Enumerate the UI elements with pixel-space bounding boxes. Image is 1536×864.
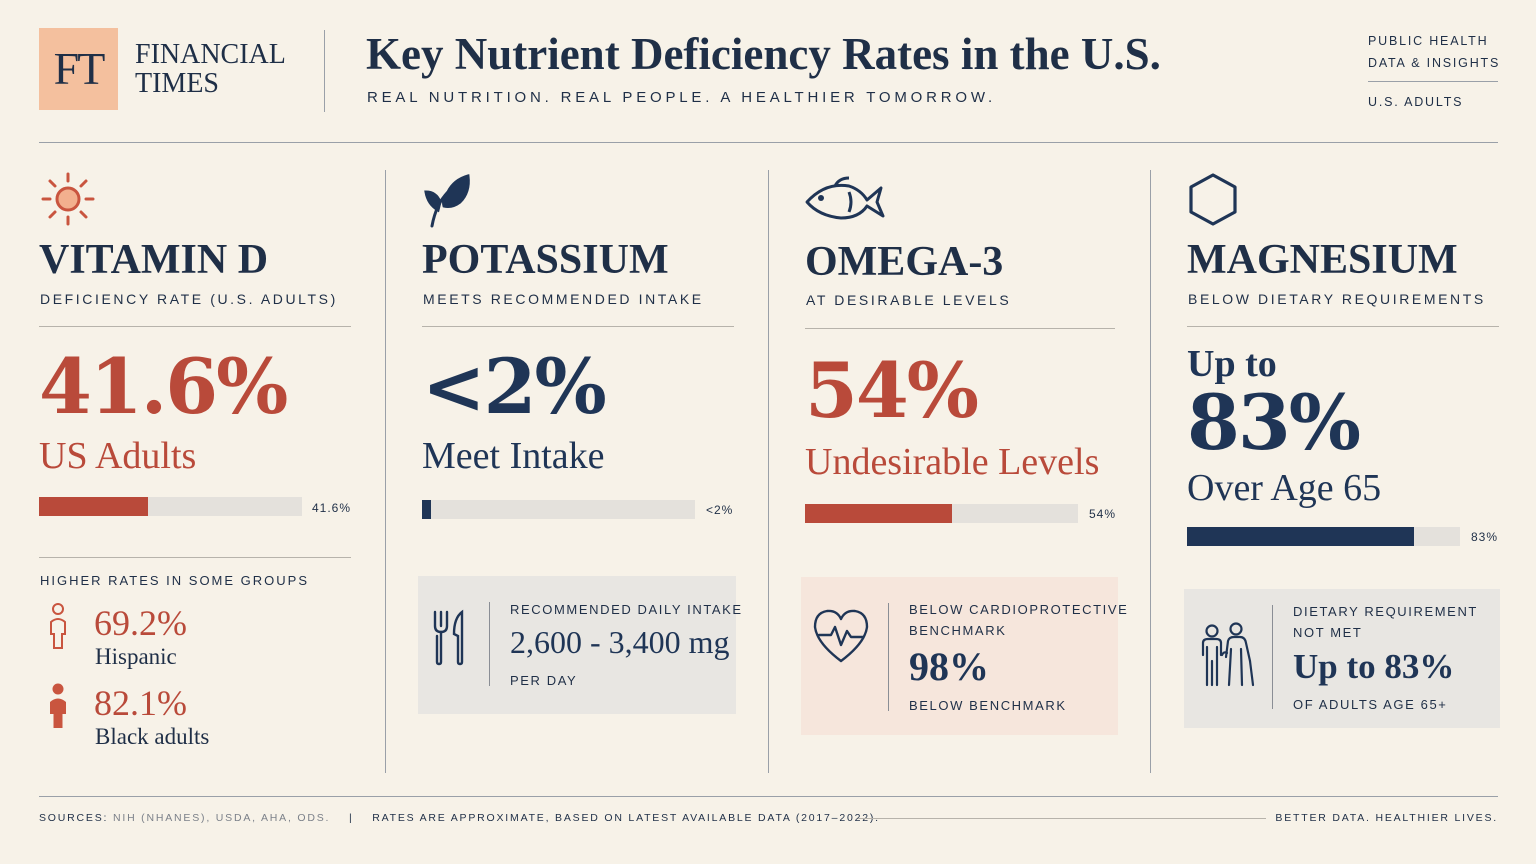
box-divider bbox=[1272, 605, 1273, 709]
box-divider bbox=[489, 602, 490, 686]
section-rule bbox=[39, 557, 351, 558]
fish-icon bbox=[805, 170, 885, 230]
column-divider bbox=[768, 170, 769, 773]
progress-bar bbox=[805, 504, 1078, 523]
brand-name: FINANCIAL TIMES bbox=[135, 40, 305, 98]
sources-label: SOURCES: bbox=[39, 812, 109, 824]
header-divider bbox=[324, 30, 325, 112]
box-line1: BELOW CARDIOPROTECTIVE bbox=[909, 602, 1129, 617]
footer-tagline: BETTER DATA. HEALTHIER LIVES. bbox=[1275, 812, 1498, 824]
big-value: 83% bbox=[1187, 378, 1361, 467]
hexagon-icon bbox=[1187, 170, 1247, 230]
bar-value-label: 41.6% bbox=[312, 501, 352, 515]
bar-value-label: 54% bbox=[1089, 507, 1117, 521]
box-line2: OF ADULTS AGE 65+ bbox=[1293, 697, 1448, 712]
big-label: US Adults bbox=[39, 435, 197, 477]
progress-bar bbox=[1187, 527, 1460, 546]
box-big-value: 98% bbox=[909, 644, 989, 689]
person-filled-icon bbox=[45, 682, 71, 730]
header: FT FINANCIAL TIMES Key Nutrient Deficien… bbox=[39, 28, 1498, 118]
box-line1: DIETARY REQUIREMENT bbox=[1293, 604, 1478, 619]
meta-line-1: PUBLIC HEALTH bbox=[1368, 34, 1489, 48]
person-outline-icon bbox=[45, 602, 71, 650]
section-rule bbox=[805, 328, 1115, 329]
progress-bar-fill bbox=[39, 497, 149, 516]
box-divider bbox=[888, 603, 889, 711]
leaf-icon bbox=[422, 170, 482, 230]
bar-value-label: 83% bbox=[1471, 530, 1499, 544]
page-title: Key Nutrient Deficiency Rates in the U.S… bbox=[366, 29, 1161, 79]
info-box: BELOW CARDIOPROTECTIVE BENCHMARK 98% BEL… bbox=[801, 577, 1127, 735]
elderly-couple-icon bbox=[1196, 621, 1258, 694]
nutrient-title: MAGNESIUM bbox=[1187, 237, 1458, 283]
box-line2: PER DAY bbox=[510, 673, 578, 688]
group-label: Black adults bbox=[95, 724, 210, 749]
meta-line-2: DATA & INSIGHTS bbox=[1368, 56, 1501, 70]
section-rule bbox=[422, 326, 734, 327]
box-big-value: 2,600 - 3,400 mg bbox=[510, 624, 730, 660]
group-label: Hispanic bbox=[95, 644, 177, 669]
footer-rule bbox=[39, 796, 1498, 797]
nutrient-title: VITAMIN D bbox=[39, 237, 269, 283]
nutrient-title: OMEGA-3 bbox=[805, 239, 1004, 285]
sources-text: NIH (NHANES), USDA, AHA, ODS. bbox=[112, 812, 331, 824]
section-rule bbox=[1187, 326, 1499, 327]
box-line2: BELOW BENCHMARK bbox=[909, 698, 1067, 713]
big-label: Undesirable Levels bbox=[805, 441, 1100, 483]
nutrient-subtitle: MEETS RECOMMENDED INTAKE bbox=[423, 291, 704, 307]
footer-separator: | bbox=[349, 812, 354, 824]
box-line1: RECOMMENDED DAILY INTAKE bbox=[510, 602, 743, 617]
big-value: 41.6% bbox=[39, 342, 288, 431]
sun-icon bbox=[39, 170, 99, 230]
brand-name-line2: TIMES bbox=[135, 68, 219, 99]
header-meta: PUBLIC HEALTH DATA & INSIGHTS U.S. ADULT… bbox=[1368, 30, 1498, 113]
nutrient-title: POTASSIUM bbox=[422, 237, 669, 283]
info-box: RECOMMENDED DAILY INTAKE 2,600 - 3,400 m… bbox=[418, 576, 741, 714]
box-line1b: NOT MET bbox=[1293, 625, 1363, 640]
group-value: 82.1% bbox=[94, 683, 187, 723]
groups-heading: HIGHER RATES IN SOME GROUPS bbox=[40, 573, 310, 588]
page-subtitle: REAL NUTRITION. REAL PEOPLE. A HEALTHIER… bbox=[367, 89, 996, 106]
column-magnesium: MAGNESIUM BELOW DIETARY REQUIREMENTS Up … bbox=[1184, 170, 1500, 770]
heart-pulse-icon bbox=[811, 607, 871, 670]
fork-knife-icon bbox=[432, 608, 468, 671]
meta-rule bbox=[1368, 81, 1498, 82]
footer-sources: SOURCES: NIH (NHANES), USDA, AHA, ODS. |… bbox=[39, 812, 880, 824]
nutrient-subtitle: AT DESIRABLE LEVELS bbox=[806, 292, 1012, 308]
column-divider bbox=[1150, 170, 1151, 773]
nutrient-subtitle: DEFICIENCY RATE (U.S. ADULTS) bbox=[40, 291, 338, 307]
footer-line bbox=[858, 818, 1266, 819]
column-omega-3: OMEGA-3 AT DESIRABLE LEVELS 54% Undesira… bbox=[801, 170, 1127, 770]
box-line1b: BENCHMARK bbox=[909, 623, 1007, 638]
big-label: Over Age 65 bbox=[1187, 467, 1382, 509]
column-vitamin-d: VITAMIN D DEFICIENCY RATE (U.S. ADULTS) … bbox=[39, 170, 351, 770]
big-value: 54% bbox=[805, 346, 979, 435]
progress-bar-fill bbox=[805, 504, 953, 523]
progress-bar bbox=[422, 500, 695, 519]
column-potassium: POTASSIUM MEETS RECOMMENDED INTAKE <2% M… bbox=[418, 170, 741, 770]
progress-bar-fill bbox=[422, 500, 431, 519]
bar-value-label: <2% bbox=[706, 503, 734, 517]
big-value: <2% bbox=[422, 342, 607, 431]
big-label: Meet Intake bbox=[422, 435, 605, 477]
progress-bar-fill bbox=[1187, 527, 1414, 546]
pre-label: Up to bbox=[1187, 343, 1277, 385]
group-value: 69.2% bbox=[94, 603, 187, 643]
header-rule bbox=[39, 142, 1498, 143]
brand-name-line1: FINANCIAL bbox=[135, 39, 286, 70]
box-big-value: Up to 83% bbox=[1293, 647, 1455, 686]
nutrient-subtitle: BELOW DIETARY REQUIREMENTS bbox=[1188, 291, 1486, 307]
footer-note: RATES ARE APPROXIMATE, BASED ON LATEST A… bbox=[372, 812, 880, 824]
info-box: DIETARY REQUIREMENT NOT MET Up to 83% OF… bbox=[1184, 589, 1500, 728]
section-rule bbox=[39, 326, 351, 327]
column-divider bbox=[385, 170, 386, 773]
meta-line-3: U.S. ADULTS bbox=[1368, 95, 1464, 109]
ft-logo: FT bbox=[39, 28, 118, 110]
progress-bar bbox=[39, 497, 302, 516]
